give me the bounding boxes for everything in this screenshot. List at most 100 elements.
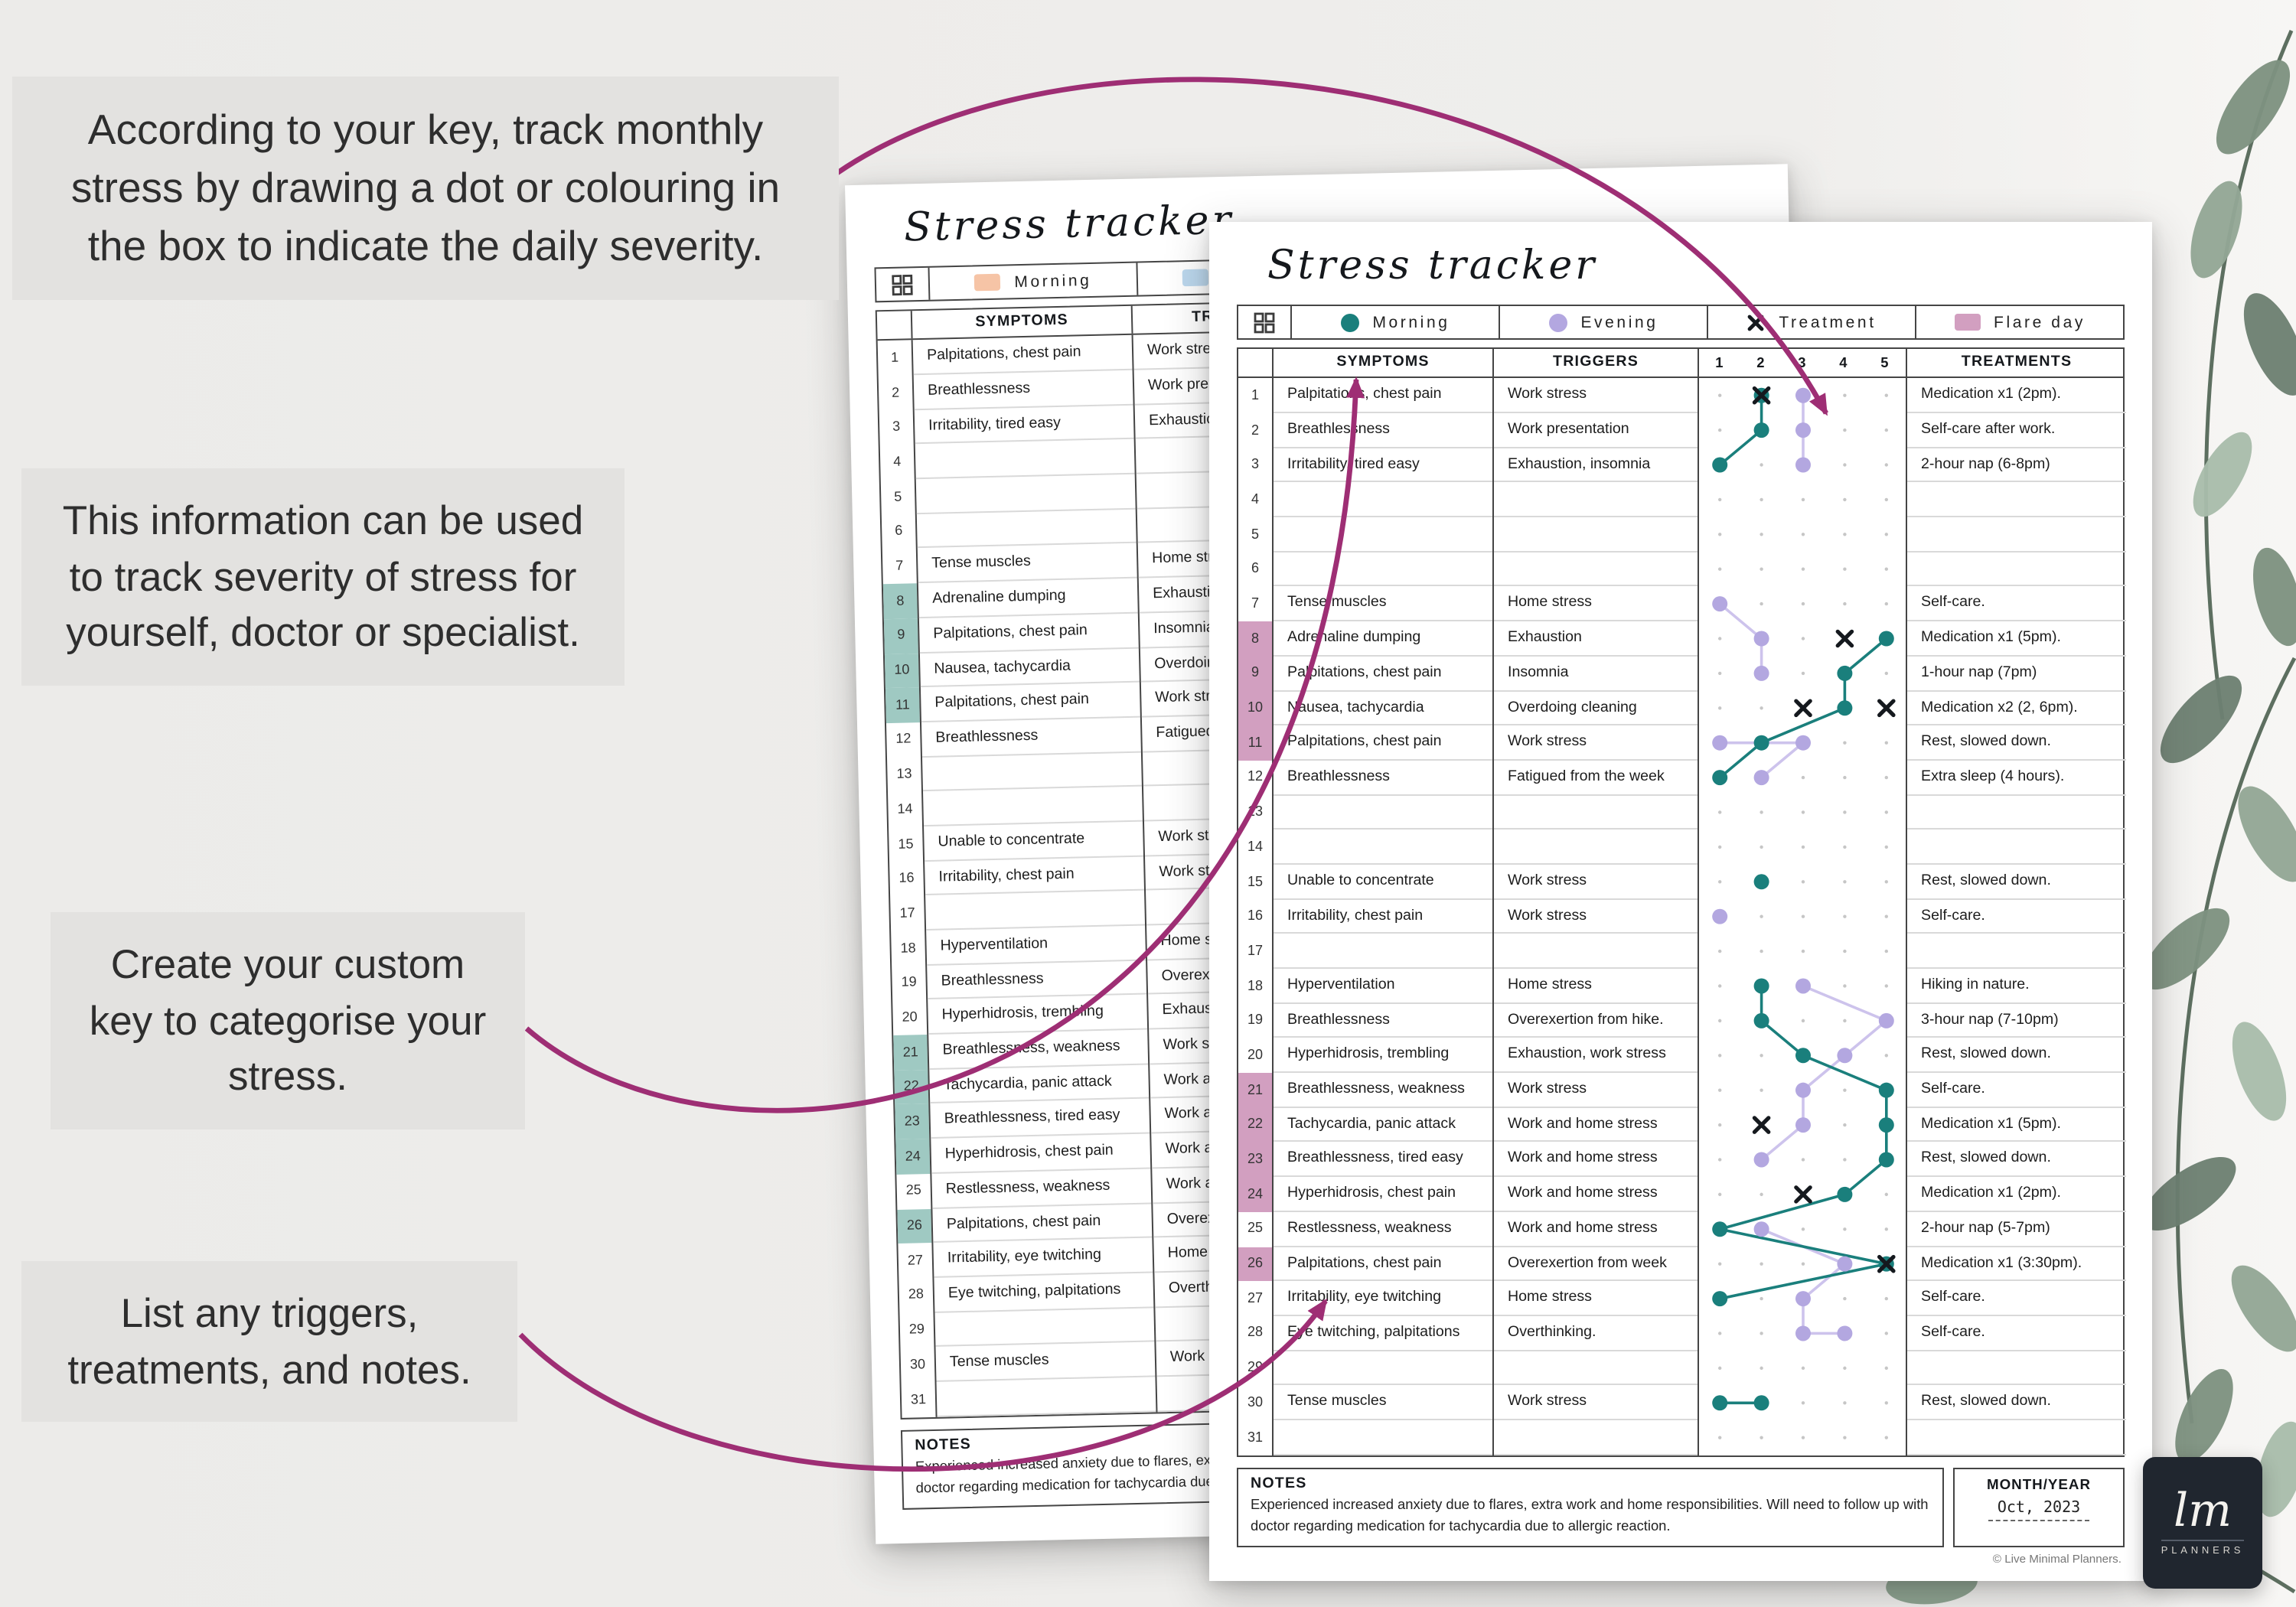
treatment-cell: Medication x2 (2, 6pm). [1907, 691, 2126, 726]
day-number: 3 [1251, 456, 1259, 472]
day-number: 4 [892, 453, 902, 469]
treatment-cell [1907, 795, 2126, 830]
treatment-cell: Medication x1 (5pm). [1907, 621, 2126, 657]
day-number: 30 [909, 1355, 926, 1372]
callout-custom-key: Create your custom key to categorise you… [51, 912, 525, 1129]
treatment-cell: Self-care. [1907, 1316, 2126, 1351]
trigger-cell: Overdoing cleaning [1494, 691, 1698, 726]
header-symptoms: SYMPTOMS [910, 306, 1132, 339]
day-number: 9 [1238, 656, 1272, 691]
flare-swatch-icon [1954, 314, 1981, 331]
day-number: 14 [1247, 838, 1263, 854]
symptom-cell: Tense muscles [1274, 587, 1492, 622]
trigger-cell [1494, 830, 1698, 865]
treatment-cell: 2-hour nap (5-7pm) [1907, 1212, 2126, 1247]
day-number: 7 [895, 557, 904, 573]
treatment-cell [1907, 553, 2126, 587]
day-number: 21 [893, 1035, 928, 1071]
treatment-cell: Self-care. [1907, 1073, 2126, 1108]
day-number: 30 [1247, 1393, 1263, 1410]
symptom-cell [1274, 1420, 1492, 1455]
trigger-cell: Overexertion from hike. [1494, 1003, 1698, 1038]
trigger-cell [1494, 1420, 1698, 1455]
logo-initials: lm [2173, 1485, 2232, 1538]
key-morning: Morning [928, 262, 1137, 301]
trigger-cell: Insomnia [1494, 657, 1698, 691]
day-number: 19 [901, 973, 917, 990]
treatment-cell: 1-hour nap (7pm) [1907, 657, 2126, 691]
symptom-cell: Breathlessness, tired easy [1274, 1143, 1492, 1178]
symptom-cell: Hyperhidrosis, chest pain [1274, 1177, 1492, 1212]
key-morning-label: Morning [1372, 313, 1450, 332]
header-triggers: TRIGGERS [1492, 349, 1698, 377]
table-body: 1 2 3 4 5 6 7 8 9 10 11 12 13 14 15 16 17 18 19 20 21 22 23 24 2… [1238, 378, 2126, 1455]
symptom-cell [915, 474, 1136, 514]
trigger-cell: Work stress [1494, 1073, 1698, 1108]
treatment-cell: 3-hour nap (7-10pm) [1907, 1003, 2126, 1038]
symptom-cell: Irritability, eye twitching [1274, 1281, 1492, 1316]
month-year-box: MONTH/YEAR Oct, 2023 [1953, 1468, 2125, 1547]
day-number: 22 [1238, 1107, 1272, 1143]
symptom-cell [1274, 483, 1492, 518]
symptom-cell: Tachycardia, panic attack [1274, 1108, 1492, 1143]
key-grid-cell [1238, 306, 1290, 339]
trigger-cell: Home stress [1494, 587, 1698, 622]
trigger-cell: Work presentation [1494, 413, 1698, 448]
evening-dot-icon [1548, 313, 1567, 332]
trigger-cell: Overthinking. [1494, 1316, 1698, 1351]
day-number: 1 [1251, 386, 1259, 403]
day-number: 9 [883, 618, 918, 654]
trigger-cell: Exhaustion [1494, 621, 1698, 657]
day-number: 25 [905, 1182, 922, 1198]
day-number: 1 [890, 349, 899, 365]
trigger-cell [1494, 1351, 1698, 1386]
symptom-cell [1274, 934, 1492, 969]
day-number: 10 [1238, 691, 1272, 726]
treatment-cell: Rest, slowed down. [1907, 725, 2126, 761]
symptom-cell: Irritability, chest pain [1274, 899, 1492, 934]
symptom-cell: Adrenaline dumping [1274, 621, 1492, 657]
symptom-cell: Unable to concentrate [924, 821, 1144, 862]
symptom-cell: Irritability, tired easy [1274, 448, 1492, 483]
symptom-cell: Breathlessness [1274, 413, 1492, 448]
trigger-cell [1494, 795, 1698, 830]
trigger-cell [1494, 483, 1698, 518]
day-number: 22 [894, 1069, 929, 1105]
day-number: 25 [1247, 1220, 1263, 1236]
day-number: 2 [1251, 422, 1259, 438]
day-number: 16 [899, 869, 915, 886]
treatment-cell [1907, 1420, 2126, 1455]
trigger-cell: Work stress [1494, 1386, 1698, 1420]
key-evening: Evening [1499, 306, 1707, 339]
grid-icon [892, 274, 913, 295]
key-evening-label: Evening [1580, 313, 1658, 332]
trigger-cell [1494, 934, 1698, 969]
day-number: 4 [1251, 491, 1259, 507]
severity-tick: 1 [1715, 355, 1724, 371]
page-footer: NOTES Experienced increased anxiety due … [1237, 1468, 2125, 1547]
copyright: © Live Minimal Planners. [1992, 1552, 2122, 1566]
day-number: 29 [1247, 1359, 1263, 1375]
page-title: Stress tracker [1267, 243, 1598, 289]
symptom-cell: Irritability, chest pain [925, 856, 1145, 896]
symptom-cell: Nausea, tachycardia [1274, 691, 1492, 726]
header-day [1238, 350, 1272, 377]
key-flare-label: Flare day [1994, 313, 2086, 332]
day-number: 6 [1251, 560, 1259, 576]
symptom-cell: Palpitations, chest pain [1274, 657, 1492, 691]
symptom-cell: Palpitations, chest pain [1274, 379, 1492, 413]
symptom-cell: Palpitations, chest pain [1274, 1247, 1492, 1282]
symptom-cell: Tense muscles [917, 543, 1137, 584]
severity-dot-chart [1712, 386, 1896, 1440]
treatment-cell: Rest, slowed down. [1907, 1386, 2126, 1420]
symptom-cell: Tachycardia, panic attack [929, 1064, 1150, 1104]
day-number: 21 [1238, 1073, 1272, 1108]
treatments-column: Medication x1 (2pm).Self-care after work… [1906, 378, 2126, 1455]
severity-tick: 5 [1880, 355, 1890, 371]
treatment-cell: 2-hour nap (6-8pm) [1907, 448, 2126, 483]
symptom-cell: Irritability, tired easy [914, 405, 1134, 445]
day-number: 19 [1247, 1012, 1263, 1028]
treatment-cell [1907, 483, 2126, 518]
day-number: 24 [895, 1139, 931, 1175]
